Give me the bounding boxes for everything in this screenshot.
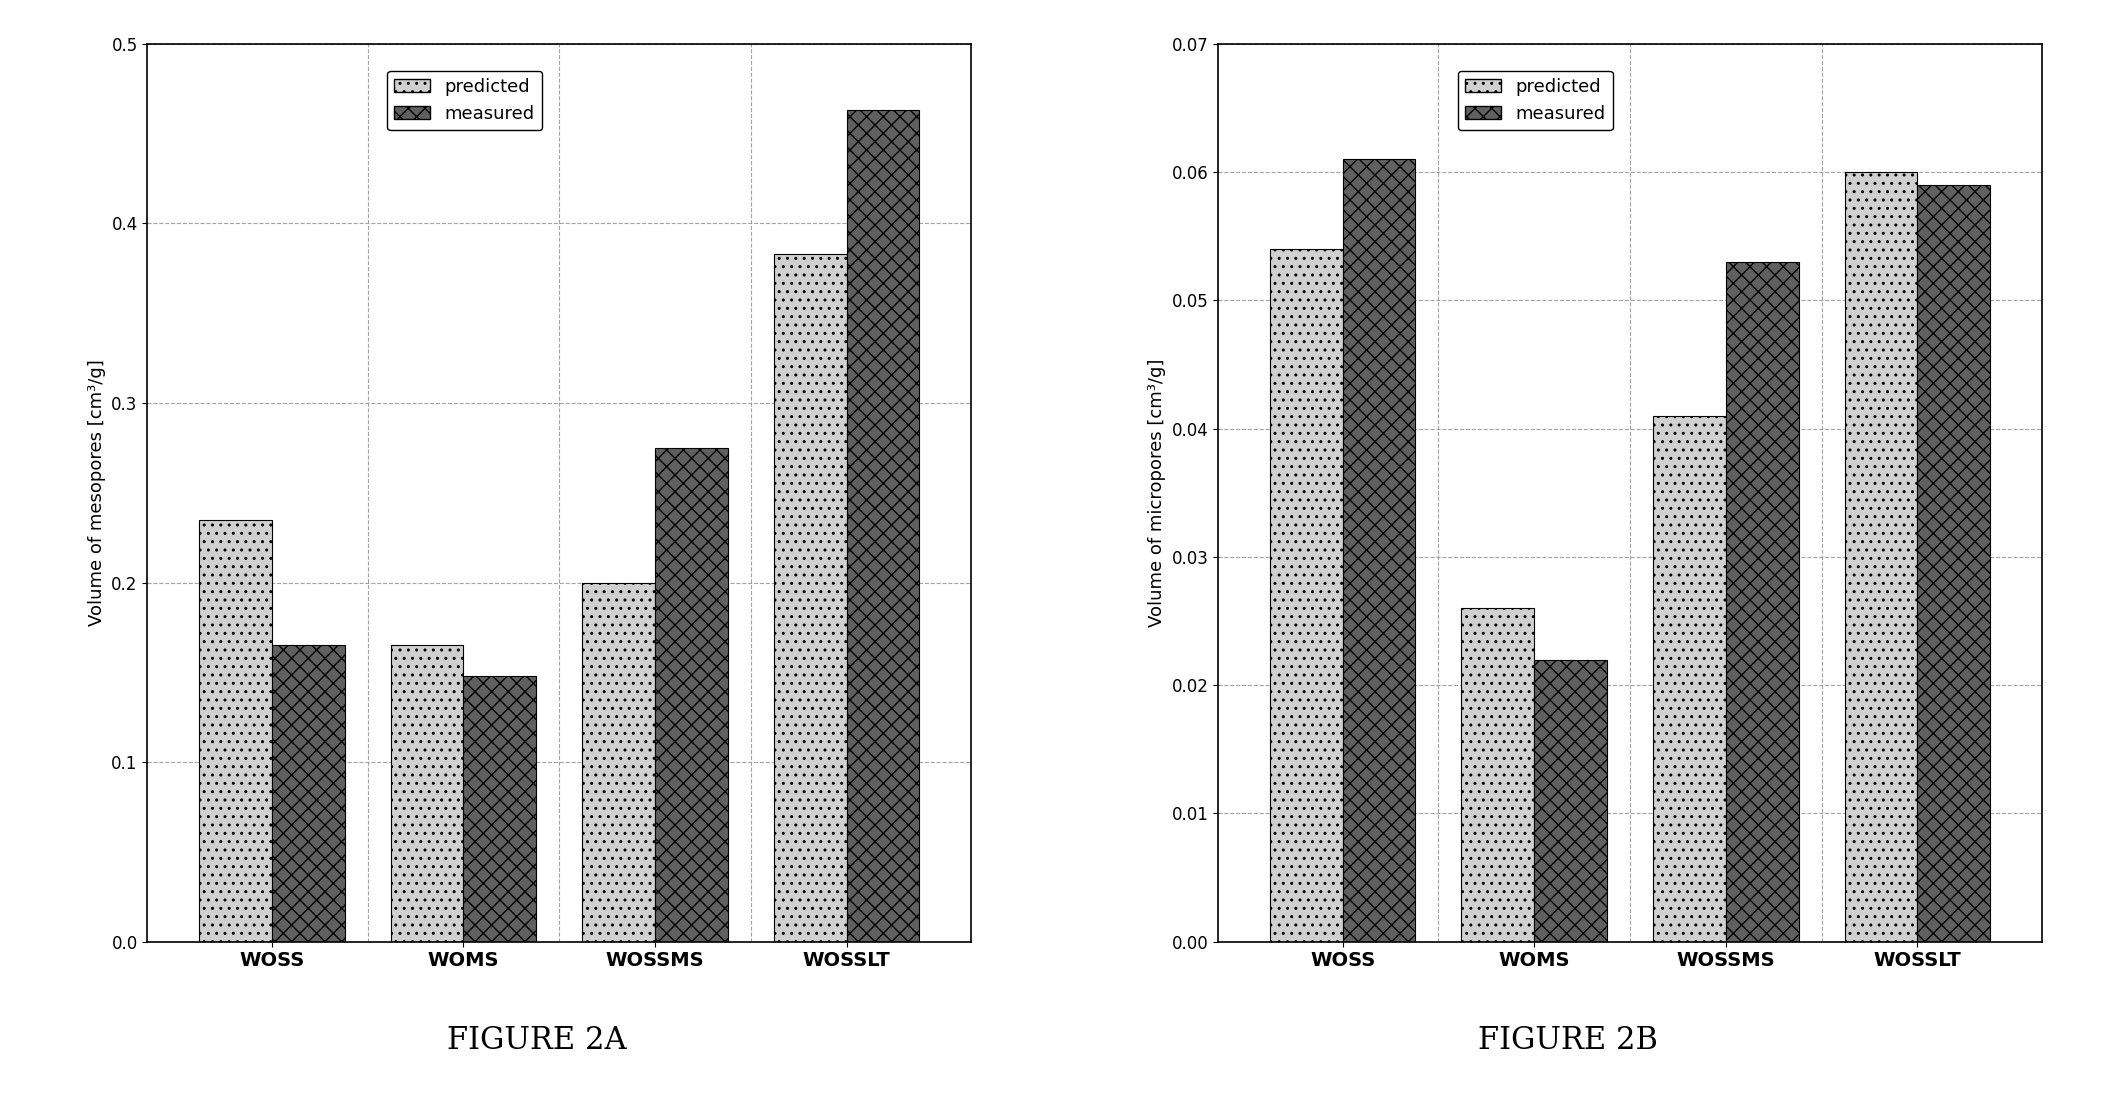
Legend: predicted, measured: predicted, measured <box>1459 71 1612 130</box>
Y-axis label: Volume of micropores [cm³/g]: Volume of micropores [cm³/g] <box>1147 358 1166 627</box>
Legend: predicted, measured: predicted, measured <box>387 71 543 130</box>
Y-axis label: Volume of mesopores [cm³/g]: Volume of mesopores [cm³/g] <box>88 359 105 626</box>
Bar <box>655 448 728 942</box>
Bar <box>583 583 655 942</box>
Bar <box>1726 262 1798 942</box>
Bar <box>1844 172 1918 942</box>
Bar <box>1269 249 1343 942</box>
Bar <box>200 520 272 942</box>
Bar <box>846 111 920 942</box>
Bar <box>272 645 345 942</box>
Bar <box>1343 159 1415 942</box>
Text: FIGURE 2A: FIGURE 2A <box>446 1025 627 1056</box>
Bar <box>1461 608 1535 942</box>
Bar <box>392 645 463 942</box>
Bar <box>775 254 846 942</box>
Bar <box>463 676 537 942</box>
Bar <box>1918 185 1989 942</box>
Bar <box>1652 416 1726 942</box>
Text: FIGURE 2B: FIGURE 2B <box>1478 1025 1659 1056</box>
Bar <box>1535 659 1606 942</box>
